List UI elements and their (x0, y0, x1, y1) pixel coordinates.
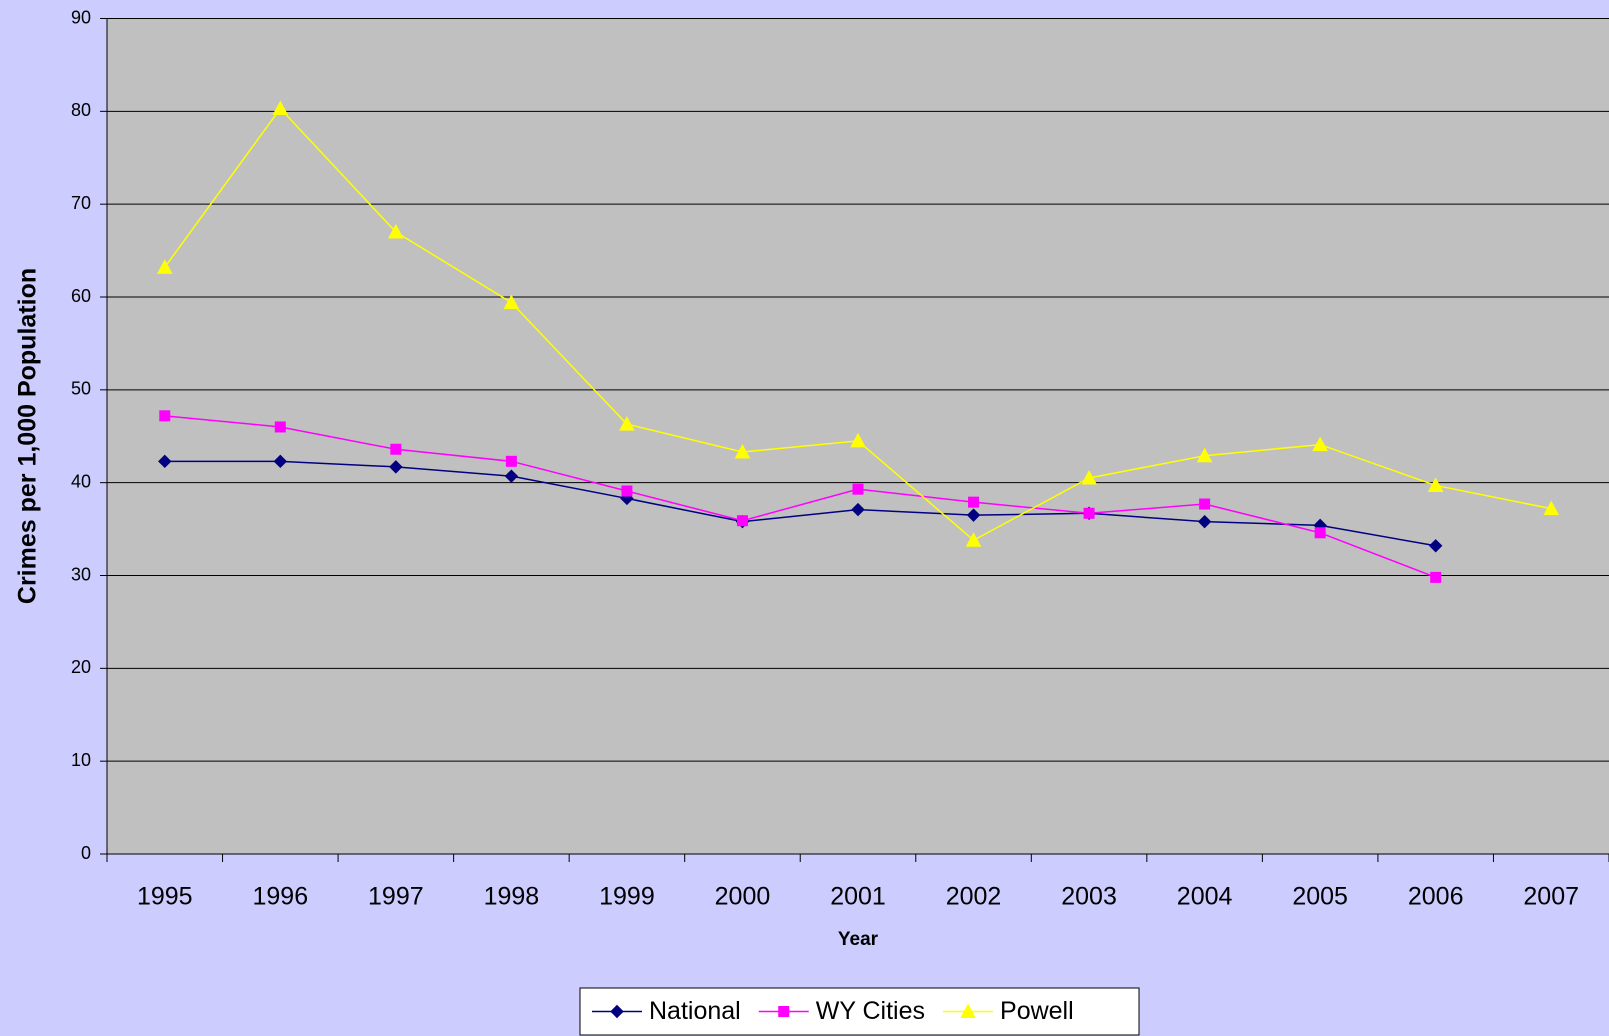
y-tick-label: 0 (81, 843, 91, 863)
data-point (158, 454, 172, 469)
data-point (968, 496, 980, 508)
legend (579, 987, 1140, 1036)
x-tick-label: 1998 (484, 883, 540, 911)
data-point (272, 100, 289, 116)
data-point (1543, 500, 1560, 516)
legend-swatch-marker (610, 1004, 624, 1019)
legend-swatch-marker (960, 1003, 976, 1018)
data-point (390, 443, 402, 455)
data-point (850, 432, 866, 448)
x-tick-label: 1999 (599, 883, 655, 911)
data-point (1312, 436, 1328, 452)
data-point (1427, 477, 1444, 492)
data-point (505, 455, 517, 467)
data-point (156, 259, 173, 274)
y-tick-label: 50 (71, 379, 91, 399)
x-axis-label: Year (838, 929, 879, 950)
series-line (164, 415, 1436, 579)
x-tick-label: 1995 (137, 883, 193, 911)
data-point (1196, 447, 1213, 463)
x-tick-label: 1997 (368, 883, 424, 911)
data-point (1081, 469, 1097, 485)
x-tick-label: 1996 (252, 883, 308, 911)
y-tick-label: 40 (71, 471, 91, 491)
data-point (274, 421, 286, 433)
data-point (1197, 514, 1212, 529)
data-point (619, 416, 635, 431)
data-point (965, 532, 982, 547)
y-tick-label: 20 (71, 657, 91, 677)
data-point (621, 485, 633, 497)
data-point (851, 502, 865, 517)
x-tick-label: 2001 (830, 883, 886, 911)
data-point (734, 443, 751, 459)
x-tick-label: 2007 (1523, 883, 1579, 911)
y-tick-label: 60 (71, 286, 91, 306)
data-point (1314, 527, 1326, 539)
x-tick-label: 2005 (1292, 883, 1348, 911)
data-point (504, 469, 519, 483)
x-tick-label: 2002 (946, 883, 1002, 911)
series-line (164, 460, 1436, 547)
data-point (1430, 571, 1442, 583)
y-tick-label: 70 (71, 193, 91, 213)
data-point (503, 294, 520, 310)
x-tick-label: 2000 (715, 883, 771, 911)
data-point (1199, 498, 1211, 510)
legend-label: WY Cities (816, 997, 925, 1025)
y-tick-label: 30 (71, 564, 91, 584)
legend-label: National (649, 997, 741, 1025)
legend-swatch-marker (778, 1006, 790, 1017)
data-point (966, 508, 981, 522)
x-tick-label: 2003 (1061, 883, 1117, 911)
y-tick-label: 80 (71, 100, 91, 120)
data-point (159, 410, 171, 422)
data-point (736, 515, 748, 527)
x-tick-label: 2004 (1177, 883, 1233, 911)
data-point (1083, 507, 1095, 519)
y-tick-label: 90 (71, 7, 91, 27)
y-axis-label: Crimes per 1,000 Population (14, 268, 42, 604)
data-point (852, 483, 864, 495)
y-tick-label: 10 (71, 750, 91, 770)
data-point (388, 223, 404, 239)
data-point (273, 454, 288, 469)
legend-label: Powell (1000, 997, 1074, 1025)
data-point (389, 460, 403, 474)
data-point (1428, 539, 1443, 553)
x-tick-label: 2006 (1408, 883, 1464, 911)
